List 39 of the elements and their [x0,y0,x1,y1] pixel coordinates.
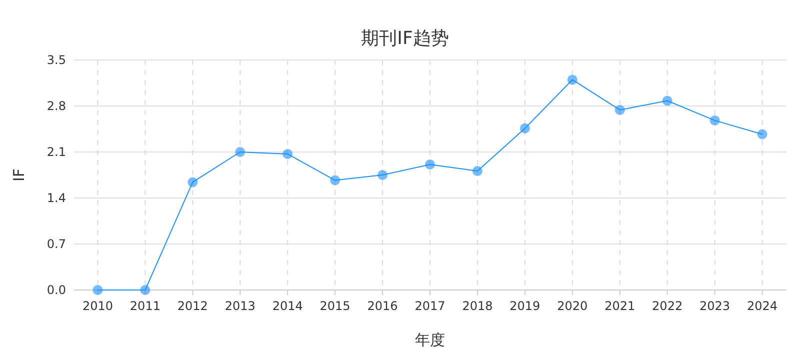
y-tick-label: 1.4 [46,191,66,205]
x-tick-label: 2020 [557,299,588,313]
chart-title: 期刊IF趋势 [361,28,449,49]
x-tick-label: 2015 [320,299,350,313]
y-tick-label: 2.1 [46,145,66,159]
x-tick-label: 2023 [700,299,730,313]
x-tick-label: 2021 [604,299,636,313]
x-axis-title: 年度 [415,331,445,349]
point [662,96,672,106]
y-tick-label: 0.0 [46,283,66,297]
y-tick-label: 2.8 [46,99,66,113]
x-tick-label: 2013 [224,299,256,313]
point [614,104,625,115]
x-tick-label: 2010 [82,299,114,313]
point [282,148,293,159]
point [472,166,482,176]
point [757,129,768,140]
x-tick-label: 2011 [130,299,160,313]
x-tick-label: 2022 [652,299,683,313]
x-tick-label: 2016 [367,299,398,313]
y-tick-label: 3.5 [46,53,66,67]
point [710,115,720,126]
point [188,177,198,188]
point [378,170,388,180]
y-axis-title: IF [10,168,28,182]
x-tick-label: 2012 [177,299,208,313]
x-tick-label: 2019 [510,299,540,313]
x-tick-label: 2024 [746,299,778,313]
x-tick-label: 2018 [462,299,493,313]
x-tick-label: 2014 [272,299,303,313]
x-tick-label: 2017 [414,299,446,313]
point [140,285,150,295]
point [520,123,530,134]
point [330,175,340,186]
point [425,159,435,170]
point [567,74,578,85]
point [235,147,246,157]
y-tick-label: 0.7 [46,237,66,251]
point [92,285,103,295]
